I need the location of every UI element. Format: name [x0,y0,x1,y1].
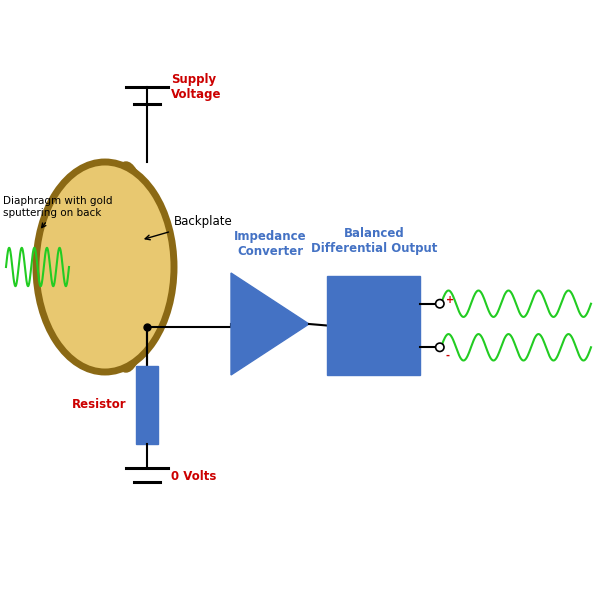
Text: Supply
Voltage: Supply Voltage [171,73,221,101]
Text: Backplate: Backplate [145,215,233,240]
Text: Diaphragm with gold
sputtering on back: Diaphragm with gold sputtering on back [3,196,113,227]
Text: Impedance
Converter: Impedance Converter [233,230,307,258]
Circle shape [436,299,444,308]
Text: -: - [446,350,450,361]
Polygon shape [231,273,309,375]
Text: Balanced
Differential Output: Balanced Differential Output [311,227,437,255]
Ellipse shape [36,162,174,372]
Ellipse shape [100,162,152,372]
Text: Resistor: Resistor [72,398,127,412]
Bar [327,276,420,375]
Text: 0 Volts: 0 Volts [171,470,217,484]
Bar [136,366,158,444]
Circle shape [436,343,444,352]
Text: +: + [446,295,454,305]
